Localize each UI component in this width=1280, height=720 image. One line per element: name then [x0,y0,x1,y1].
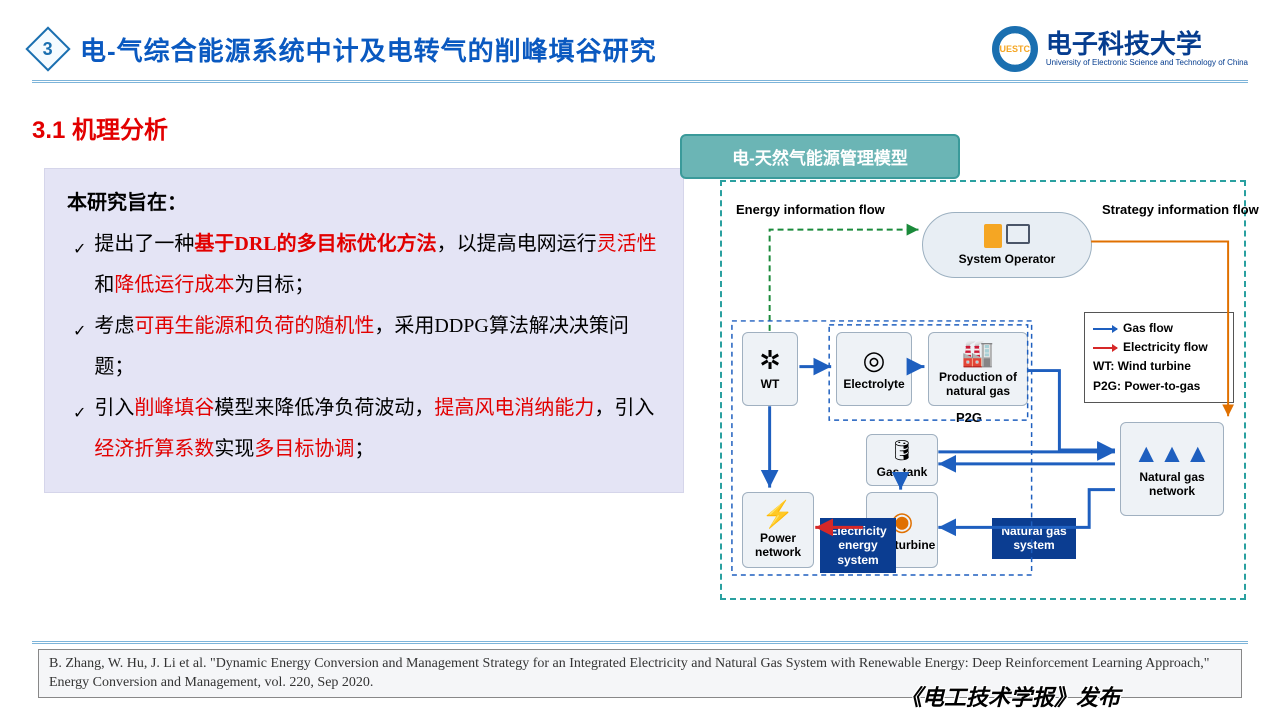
diagram-title: 电-天然气能源管理模型 [680,134,960,179]
energy-diagram: Energy information flow Strategy informa… [720,180,1246,600]
purpose-item-1: ✓ 提出了一种基于DRL的多目标优化方法，以提高电网运行灵活性和降低运行成本为目… [73,224,661,306]
university-logo: UESTC 电子科技大学 University of Electronic Sc… [992,26,1248,72]
purpose-item-2: ✓ 考虑可再生能源和负荷的随机性，采用DDPG算法解决决策问题； [73,306,661,388]
logo-text: 电子科技大学 University of Electronic Science … [1046,32,1248,67]
section-badge: 3 [25,26,70,71]
subsection-title: 机理分析 [65,117,168,144]
check-icon: ✓ [73,234,86,267]
slide-header: 3 电-气综合能源系统中计及电转气的削峰填谷研究 UESTC 电子科技大学 Un… [32,26,1248,72]
publisher-watermark: 《电工技术学报》发布 [900,680,1120,712]
diagram-arrows [722,182,1244,599]
purpose-list: ✓ 提出了一种基于DRL的多目标优化方法，以提高电网运行灵活性和降低运行成本为目… [67,224,661,470]
purpose-box: 本研究旨在： ✓ 提出了一种基于DRL的多目标优化方法，以提高电网运行灵活性和降… [44,168,684,493]
logo-chinese: 电子科技大学 [1046,32,1248,58]
purpose-item-2-body: 考虑可再生能源和负荷的随机性，采用DDPG算法解决决策问题； [94,306,661,388]
header-divider [32,80,1248,83]
footer-divider [32,641,1248,644]
purpose-item-3-body: 引入削峰填谷模型来降低净负荷波动，提高风电消纳能力，引入经济折算系数实现多目标协… [94,388,661,470]
logo-english: University of Electronic Science and Tec… [1046,58,1248,67]
check-icon: ✓ [73,316,86,349]
purpose-lead: 本研究旨在： [67,183,661,224]
slide-title: 电-气综合能源系统中计及电转气的削峰填谷研究 [80,31,657,68]
logo-seal-icon: UESTC [992,26,1038,72]
section-badge-number: 3 [43,38,53,59]
subsection-number: 3.1 [32,117,65,144]
check-icon: ✓ [73,398,86,431]
purpose-item-1-body: 提出了一种基于DRL的多目标优化方法，以提高电网运行灵活性和降低运行成本为目标； [94,224,661,306]
subsection-heading: 3.1 机理分析 [32,110,168,145]
purpose-item-3: ✓ 引入削峰填谷模型来降低净负荷波动，提高风电消纳能力，引入经济折算系数实现多目… [73,388,661,470]
